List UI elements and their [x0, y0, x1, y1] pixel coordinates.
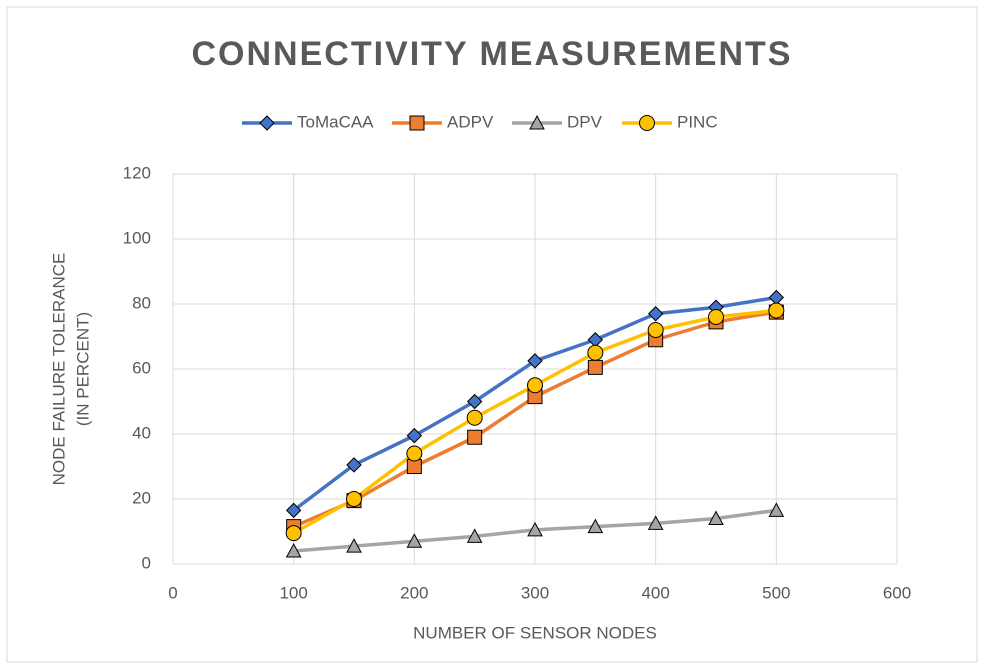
point [587, 344, 604, 361]
point [346, 457, 362, 473]
legend-label: ToMaCAA [297, 112, 374, 131]
point [406, 533, 423, 548]
y-axis-label-line: (IN PERCENT) [73, 312, 92, 426]
point [587, 359, 603, 375]
chart-title: CONNECTIVITY MEASUREMENTS [192, 35, 793, 73]
y-axis-label: NODE FAILURE TOLERANCE (IN PERCENT) [49, 253, 92, 486]
point [768, 502, 785, 517]
point [467, 429, 483, 445]
legend-label: DPV [567, 112, 603, 131]
point [466, 409, 483, 426]
y-tick-label: 40 [132, 423, 151, 442]
legend-marker [259, 115, 275, 131]
legend-label: PINC [677, 112, 718, 131]
x-tick-label: 0 [168, 583, 177, 602]
point [527, 377, 543, 394]
point [285, 525, 302, 542]
x-tick-label: 300 [521, 583, 549, 602]
y-tick-label: 0 [142, 553, 151, 572]
point [708, 510, 724, 525]
point [346, 491, 362, 507]
x-tick-label: 200 [400, 583, 428, 602]
point [406, 445, 423, 462]
point [708, 309, 724, 325]
y-tick-label: 100 [123, 228, 151, 247]
x-axis-label: NUMBER OF SENSOR NODES [413, 623, 657, 642]
point [466, 528, 483, 543]
y-tick-label: 120 [123, 163, 151, 182]
point [647, 322, 664, 338]
legend-marker [409, 115, 425, 131]
point [406, 427, 423, 444]
point [527, 353, 543, 369]
point [647, 515, 664, 530]
point [768, 302, 785, 319]
point [527, 521, 543, 537]
x-tick-label: 500 [762, 583, 790, 602]
x-tick-label: 600 [883, 583, 911, 602]
legend-marker [639, 115, 655, 131]
point [466, 393, 483, 410]
x-tick-label: 100 [279, 583, 307, 602]
point [587, 518, 604, 534]
y-tick-label: 80 [132, 293, 151, 312]
point [406, 459, 422, 474]
chart-border [6, 6, 978, 663]
point [285, 542, 302, 558]
point [647, 306, 664, 322]
y-tick-label: 60 [132, 358, 151, 377]
point [285, 502, 302, 519]
legend-marker [529, 114, 545, 130]
y-axis-label-line: NODE FAILURE TOLERANCE [49, 253, 68, 486]
point [346, 538, 362, 553]
legend-label: ADPV [447, 112, 494, 131]
x-tick-label: 400 [641, 583, 669, 602]
y-tick-label: 20 [132, 488, 151, 507]
